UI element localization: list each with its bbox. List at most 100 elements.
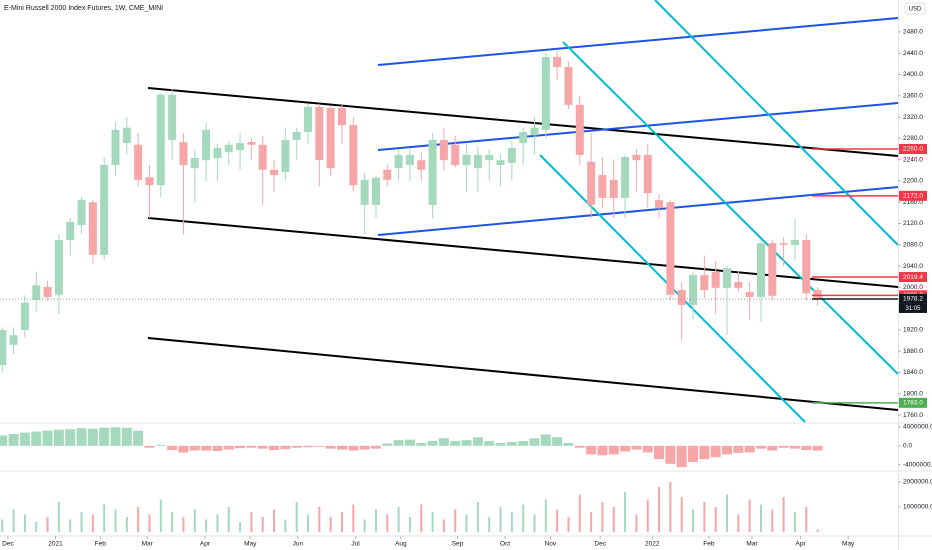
volume-bar: [114, 509, 117, 532]
x-tick-label: Dec: [2, 541, 14, 548]
candle-body: [587, 161, 596, 205]
oscillator-bar: [348, 445, 359, 451]
price-label-box: [899, 397, 927, 408]
candle-body: [360, 179, 369, 205]
candle-body: [723, 268, 732, 288]
candle-body: [145, 177, 154, 186]
volume-bar: [57, 502, 60, 532]
trend-line: [377, 17, 899, 66]
oscillator-bar: [744, 445, 755, 453]
candle-body: [0, 329, 7, 366]
oscillator-bar: [529, 438, 540, 446]
x-tick-label: Jul: [351, 541, 360, 548]
volume-bar: [374, 509, 377, 532]
price-label: 1783.0: [903, 400, 923, 407]
trend-line: [147, 87, 899, 157]
oscillator-bar: [722, 445, 733, 455]
volume-bar: [805, 507, 808, 532]
candle-body: [111, 129, 120, 165]
chart-title: E-Mini Russell 2000 Index Futures, 1W, C…: [4, 5, 163, 12]
candle-body: [349, 125, 358, 186]
y-tick-label: 2040.0: [903, 263, 923, 270]
candle-body: [32, 285, 41, 301]
currency: USD: [909, 7, 922, 13]
x-tick-label: May: [244, 541, 257, 548]
candle-body: [643, 154, 652, 194]
x-tick-label: Apr: [796, 541, 807, 548]
volume-bar: [205, 519, 208, 532]
volume-bar: [171, 512, 174, 532]
oscillator-bar: [801, 445, 812, 451]
y-tick-label: 2400.0: [903, 71, 923, 78]
candle-body: [473, 154, 482, 169]
volume-bar: [35, 522, 38, 532]
volume-bar: [703, 502, 706, 532]
candle-body: [530, 127, 539, 136]
volume-bar: [726, 494, 729, 532]
x-tick-label: Mar: [142, 541, 154, 548]
candle-body: [122, 127, 131, 144]
oscillator-bar: [212, 445, 223, 452]
volume-bar: [533, 514, 536, 532]
volume-bar: [612, 507, 615, 532]
oscillator-bar: [110, 427, 121, 446]
price-label-box: [899, 190, 927, 201]
volume-bar: [250, 512, 253, 532]
volume-bar: [273, 509, 276, 532]
y-tick-label: 2240.0: [903, 156, 923, 163]
x-tick-label: Oct: [500, 541, 510, 548]
volume-bar: [318, 507, 321, 532]
y-tick-label: 2000.0: [903, 284, 923, 291]
volume-bar: [69, 519, 72, 532]
volume-bar: [737, 514, 740, 532]
volume-bar: [148, 514, 151, 532]
volume-bar: [307, 514, 310, 532]
y-tick-label: 2080.0: [903, 242, 923, 249]
oscillator-bar: [303, 445, 314, 448]
candle-body: [700, 275, 709, 291]
volume-bar: [216, 514, 219, 532]
volume-bar: [352, 504, 355, 532]
candle-body: [88, 202, 97, 255]
price-label: 2172.0: [903, 193, 923, 200]
volume-bar: [329, 517, 332, 532]
volume-bar: [816, 529, 819, 532]
trend-line: [377, 186, 899, 236]
y-tick-label: 2160.0: [903, 199, 923, 206]
oscillator-bar: [540, 434, 551, 446]
oscillator-bar: [552, 437, 563, 446]
oscillator-bar: [665, 445, 676, 464]
price-label: 1978.2: [903, 296, 923, 303]
candle-body: [66, 221, 75, 241]
volume-bar: [182, 517, 185, 532]
candle-body: [507, 147, 516, 163]
volume-bar: [431, 512, 434, 532]
volume-bar: [442, 519, 445, 532]
oscillator-bar: [427, 441, 438, 446]
volume-bar: [590, 512, 593, 532]
volume-bar: [510, 512, 513, 532]
candle-body: [383, 169, 392, 180]
candle-body: [168, 94, 177, 140]
countdown-box: [899, 303, 927, 313]
x-tick-label: Nov: [545, 541, 557, 548]
volume-bar: [646, 499, 649, 532]
oscillator-bar: [382, 443, 393, 446]
volume-bar: [771, 509, 774, 532]
oscillator-bar: [246, 445, 257, 448]
price-label-box: [899, 272, 927, 283]
volume-bar: [454, 509, 457, 532]
volume-bar: [748, 499, 751, 532]
volume-bar: [465, 514, 468, 532]
oscillator-bar: [416, 442, 427, 446]
candle-body: [677, 290, 686, 305]
oscillator-bar: [314, 445, 325, 447]
volume-bar: [408, 517, 411, 532]
oscillator-bar: [42, 430, 53, 446]
oscillator-bar: [688, 445, 699, 462]
price-label-box: [899, 144, 927, 155]
oscillator-bar: [87, 428, 98, 446]
y-tick-label: 1920.0: [903, 327, 923, 334]
y-tick-label: 2440.0: [903, 50, 923, 57]
